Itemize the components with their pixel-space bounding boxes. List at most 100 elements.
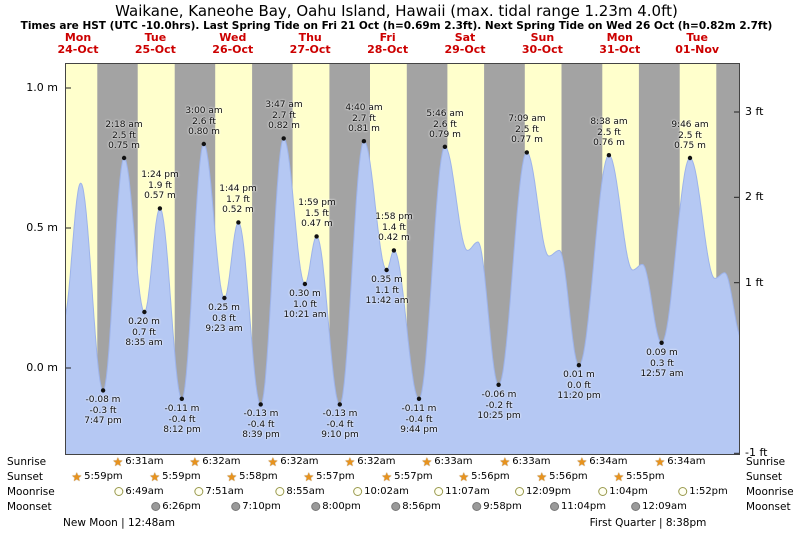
tide-label-line: 0.75 m [674, 141, 706, 151]
tide-label-line: 7:47 pm [84, 416, 122, 426]
day-date: 28-Oct [367, 42, 409, 56]
chart-subtitle: Times are HST (UTC -10.0hrs). Last Sprin… [20, 20, 773, 32]
tide-label-line: 2.5 ft [112, 130, 136, 141]
day-date: 25-Oct [134, 42, 176, 56]
moonset-icon [231, 502, 241, 511]
tide-extreme-dot [687, 155, 693, 161]
tide-label-line: 4:40 am [345, 103, 383, 113]
tide-extreme-dot [157, 206, 163, 211]
tide-label-line: 1:59 pm [298, 198, 336, 208]
moonset-icon [550, 502, 560, 511]
tide-label-line: -0.4 ft [405, 414, 433, 425]
astro-time-sunrise: ★ 6:32am [344, 455, 395, 468]
sun-icon: ★ [613, 469, 625, 484]
tide-event-label-low: -0.13 m -0.4 ft 9:10 pm [321, 409, 359, 441]
tide-label-line: 0.52 m [222, 205, 254, 215]
astro-time-sunset: ★ 5:56pm [458, 470, 509, 483]
sun-icon: ★ [303, 469, 315, 484]
astro-time-text: 6:34am [667, 456, 706, 467]
astro-time-text: 6:32am [202, 456, 241, 467]
astro-time-sunrise: ★ 6:33am [421, 455, 472, 468]
moonset-icon [391, 502, 401, 511]
tide-event-label-high: 2:18 am 2.5 ft 0.75 m [105, 120, 142, 152]
day-name: Sun [530, 31, 555, 44]
plot-border [65, 63, 740, 455]
day-label: Fri 28-Oct [367, 32, 408, 55]
astro-time-text: 8:00pm [322, 501, 361, 512]
astro-time-sunrise: ★ 6:34am [576, 455, 627, 468]
tide-event-label-high: 8:38 am 2.5 ft 0.76 m [590, 117, 627, 149]
tide-extreme-dot [337, 402, 342, 407]
tide-event-label-low: 0.09 m 0.3 ft 12:57 am [640, 348, 683, 380]
tide-label-line: 0.42 m [378, 233, 410, 243]
day-name: Thu [298, 31, 322, 44]
astro-time-text: 7:10pm [242, 501, 281, 512]
astro-time-sunset: ★ 5:58pm [226, 470, 277, 483]
moonset-icon [311, 502, 321, 511]
tide-extreme-dot [524, 150, 529, 155]
moonrise-icon [515, 487, 525, 496]
tide-label-line: 1.5 ft [305, 208, 329, 219]
day-label: Wed 26-Oct [212, 32, 253, 55]
sun-icon: ★ [654, 454, 666, 469]
tide-label-line: -0.4 ft [247, 419, 275, 430]
y-axis-label-feet: -1 ft [745, 446, 768, 460]
astro-time-sunrise: ★ 6:32am [267, 455, 318, 468]
sun-icon: ★ [226, 469, 238, 484]
astro-time-sunset: ★ 5:59pm [71, 470, 122, 483]
tide-event-label-high: 1:58 pm 1.4 ft 0.42 m [375, 212, 413, 244]
moonset-icon [472, 502, 482, 511]
moonrise-icon [353, 487, 363, 496]
tide-label-line: 2.5 ft [678, 130, 702, 141]
moonset-icon [151, 502, 161, 511]
tide-label-line: 2:18 am [105, 120, 143, 130]
tide-label-line: 0.7 ft [132, 327, 156, 338]
tide-label-line: 7:09 am [508, 114, 546, 124]
tide-event-label-low: 0.30 m 1.0 ft 10:21 am [283, 289, 326, 321]
day-date: 24-Oct [57, 42, 99, 56]
y-axis-label-meters: 0.5 m [26, 221, 58, 234]
tide-extreme-dot [201, 141, 206, 147]
sun-icon: ★ [71, 469, 83, 484]
row-label-moonset-left: Moonset [7, 501, 52, 513]
tide-label-line: 1.7 ft [226, 194, 250, 205]
row-label-sunset-left: Sunset [7, 471, 44, 483]
astro-time-text: 6:32am [357, 456, 396, 467]
astro-time-text: 5:57pm [394, 471, 433, 482]
y-axis-label-feet: 1 ft [745, 275, 764, 289]
tide-label-line: 3:00 am [185, 106, 223, 116]
y-axis-label-meters: 0.0 m [26, 361, 58, 374]
astro-time-moonrise: 12:09pm [515, 485, 571, 498]
astro-time-text: 5:55pm [626, 471, 665, 482]
tide-extreme-dot [236, 220, 241, 225]
moonset-icon [631, 502, 641, 511]
sun-icon: ★ [189, 454, 201, 469]
astro-time-moonrise: 8:55am [275, 485, 325, 498]
tide-label-line: 2.6 ft [433, 119, 457, 130]
row-label-sunrise-left: Sunrise [7, 456, 47, 468]
astro-time-moonrise: 7:51am [194, 485, 244, 498]
tide-label-line: 0.47 m [301, 219, 333, 229]
astro-time-text: 6:31am [125, 456, 164, 467]
page-title: Waikane, Kaneohe Bay, Oahu Island, Hawai… [115, 2, 678, 20]
sun-icon: ★ [344, 454, 356, 469]
day-name: Mon [606, 31, 633, 44]
moonrise-icon [598, 487, 608, 496]
tide-event-label-low: 0.20 m 0.7 ft 8:35 am [125, 317, 162, 349]
astro-time-text: 5:56pm [549, 471, 588, 482]
moonrise-icon [678, 487, 688, 496]
row-label-moonrise-right: Moonrise [746, 486, 793, 498]
moonrise-icon [275, 487, 285, 496]
astro-time-moonrise: 10:02am [353, 485, 409, 498]
astro-time-text: 5:57pm [316, 471, 355, 482]
tide-event-label-high: 1:59 pm 1.5 ft 0.47 m [298, 198, 336, 230]
row-label-sunset-right: Sunset [746, 471, 783, 483]
tide-label-line: -0.4 ft [168, 414, 196, 425]
tide-label-line: 2.7 ft [352, 113, 376, 124]
astro-time-text: 6:34am [589, 456, 628, 467]
tide-label-line: 8:35 am [125, 338, 163, 348]
astro-time-sunrise: ★ 6:31am [112, 455, 163, 468]
tide-label-line: 0.30 m [289, 289, 321, 299]
y-axis-label-feet: 3 ft [745, 104, 764, 118]
astro-time-text: 12:09pm [526, 486, 571, 497]
